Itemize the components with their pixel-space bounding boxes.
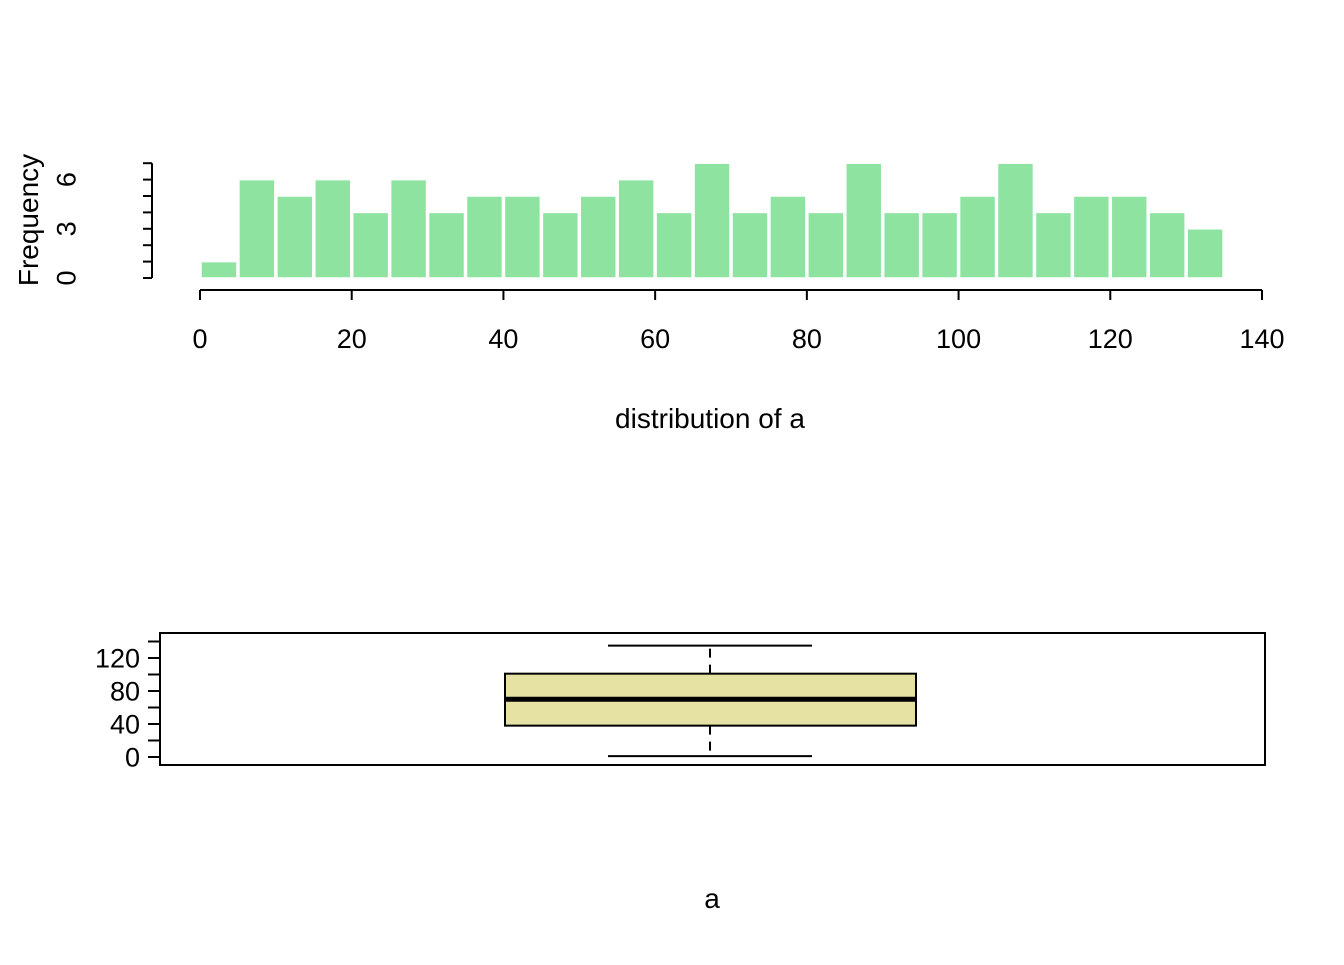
box-xlabel: a — [704, 883, 720, 914]
hist-bar — [238, 178, 276, 279]
hist-x-tick-label: 0 — [192, 324, 207, 354]
hist-bar — [807, 211, 845, 279]
hist-bar — [1186, 228, 1224, 279]
hist-bar — [996, 162, 1035, 279]
hist-bar — [1034, 211, 1073, 279]
hist-bar — [1072, 195, 1111, 279]
hist-bar — [503, 195, 542, 279]
hist-bar — [617, 178, 655, 279]
hist-bar — [731, 211, 769, 279]
hist-xlabel: distribution of a — [615, 403, 805, 434]
hist-x-tick-label: 120 — [1088, 324, 1133, 354]
hist-bar — [389, 178, 428, 279]
box-y-tick-label: 120 — [95, 643, 140, 673]
hist-x-tick-label: 140 — [1239, 324, 1284, 354]
hist-bar — [693, 162, 731, 279]
hist-y-axis: 0 3 6 — [51, 162, 153, 286]
hist-x-axis: 0 20 40 60 80 100 120 140 — [192, 289, 1285, 354]
hist-x-tick-label: 20 — [337, 324, 367, 354]
boxplot-glyph — [504, 644, 917, 758]
hist-bar — [579, 195, 617, 279]
hist-bar — [769, 195, 807, 279]
histogram-panel: 0 20 40 60 80 100 120 140 0 3 6 distribution of a… — [13, 154, 1285, 434]
hist-bar — [655, 211, 693, 279]
hist-bar — [1148, 211, 1186, 279]
hist-y-tick-label: 0 — [51, 270, 81, 285]
hist-bar — [276, 195, 314, 279]
hist-ylabel: Frequency — [13, 154, 44, 286]
hist-bar — [314, 178, 352, 279]
box-y-tick-label: 0 — [125, 742, 140, 772]
hist-y-tick-label: 3 — [51, 221, 81, 236]
hist-bar — [465, 195, 504, 279]
hist-bar — [1110, 195, 1148, 279]
hist-bar — [882, 211, 921, 279]
box-y-tick-label: 80 — [110, 676, 140, 706]
hist-x-tick-label: 40 — [488, 324, 518, 354]
hist-x-tick-label: 60 — [640, 324, 670, 354]
hist-bar — [427, 211, 466, 279]
hist-bar — [920, 211, 959, 279]
hist-bar — [541, 211, 580, 279]
hist-bars — [200, 162, 1224, 279]
box-y-tick-label: 40 — [110, 709, 140, 739]
hist-x-tick-label: 80 — [792, 324, 822, 354]
hist-bar — [200, 260, 238, 279]
boxplot-frame — [159, 632, 1266, 766]
hist-x-tick-label: 100 — [936, 324, 981, 354]
hist-y-tick-label: 6 — [51, 172, 81, 187]
hist-bar — [958, 195, 997, 279]
hist-bar — [845, 162, 883, 279]
boxplot-border — [159, 632, 1266, 766]
hist-bar — [351, 211, 390, 279]
